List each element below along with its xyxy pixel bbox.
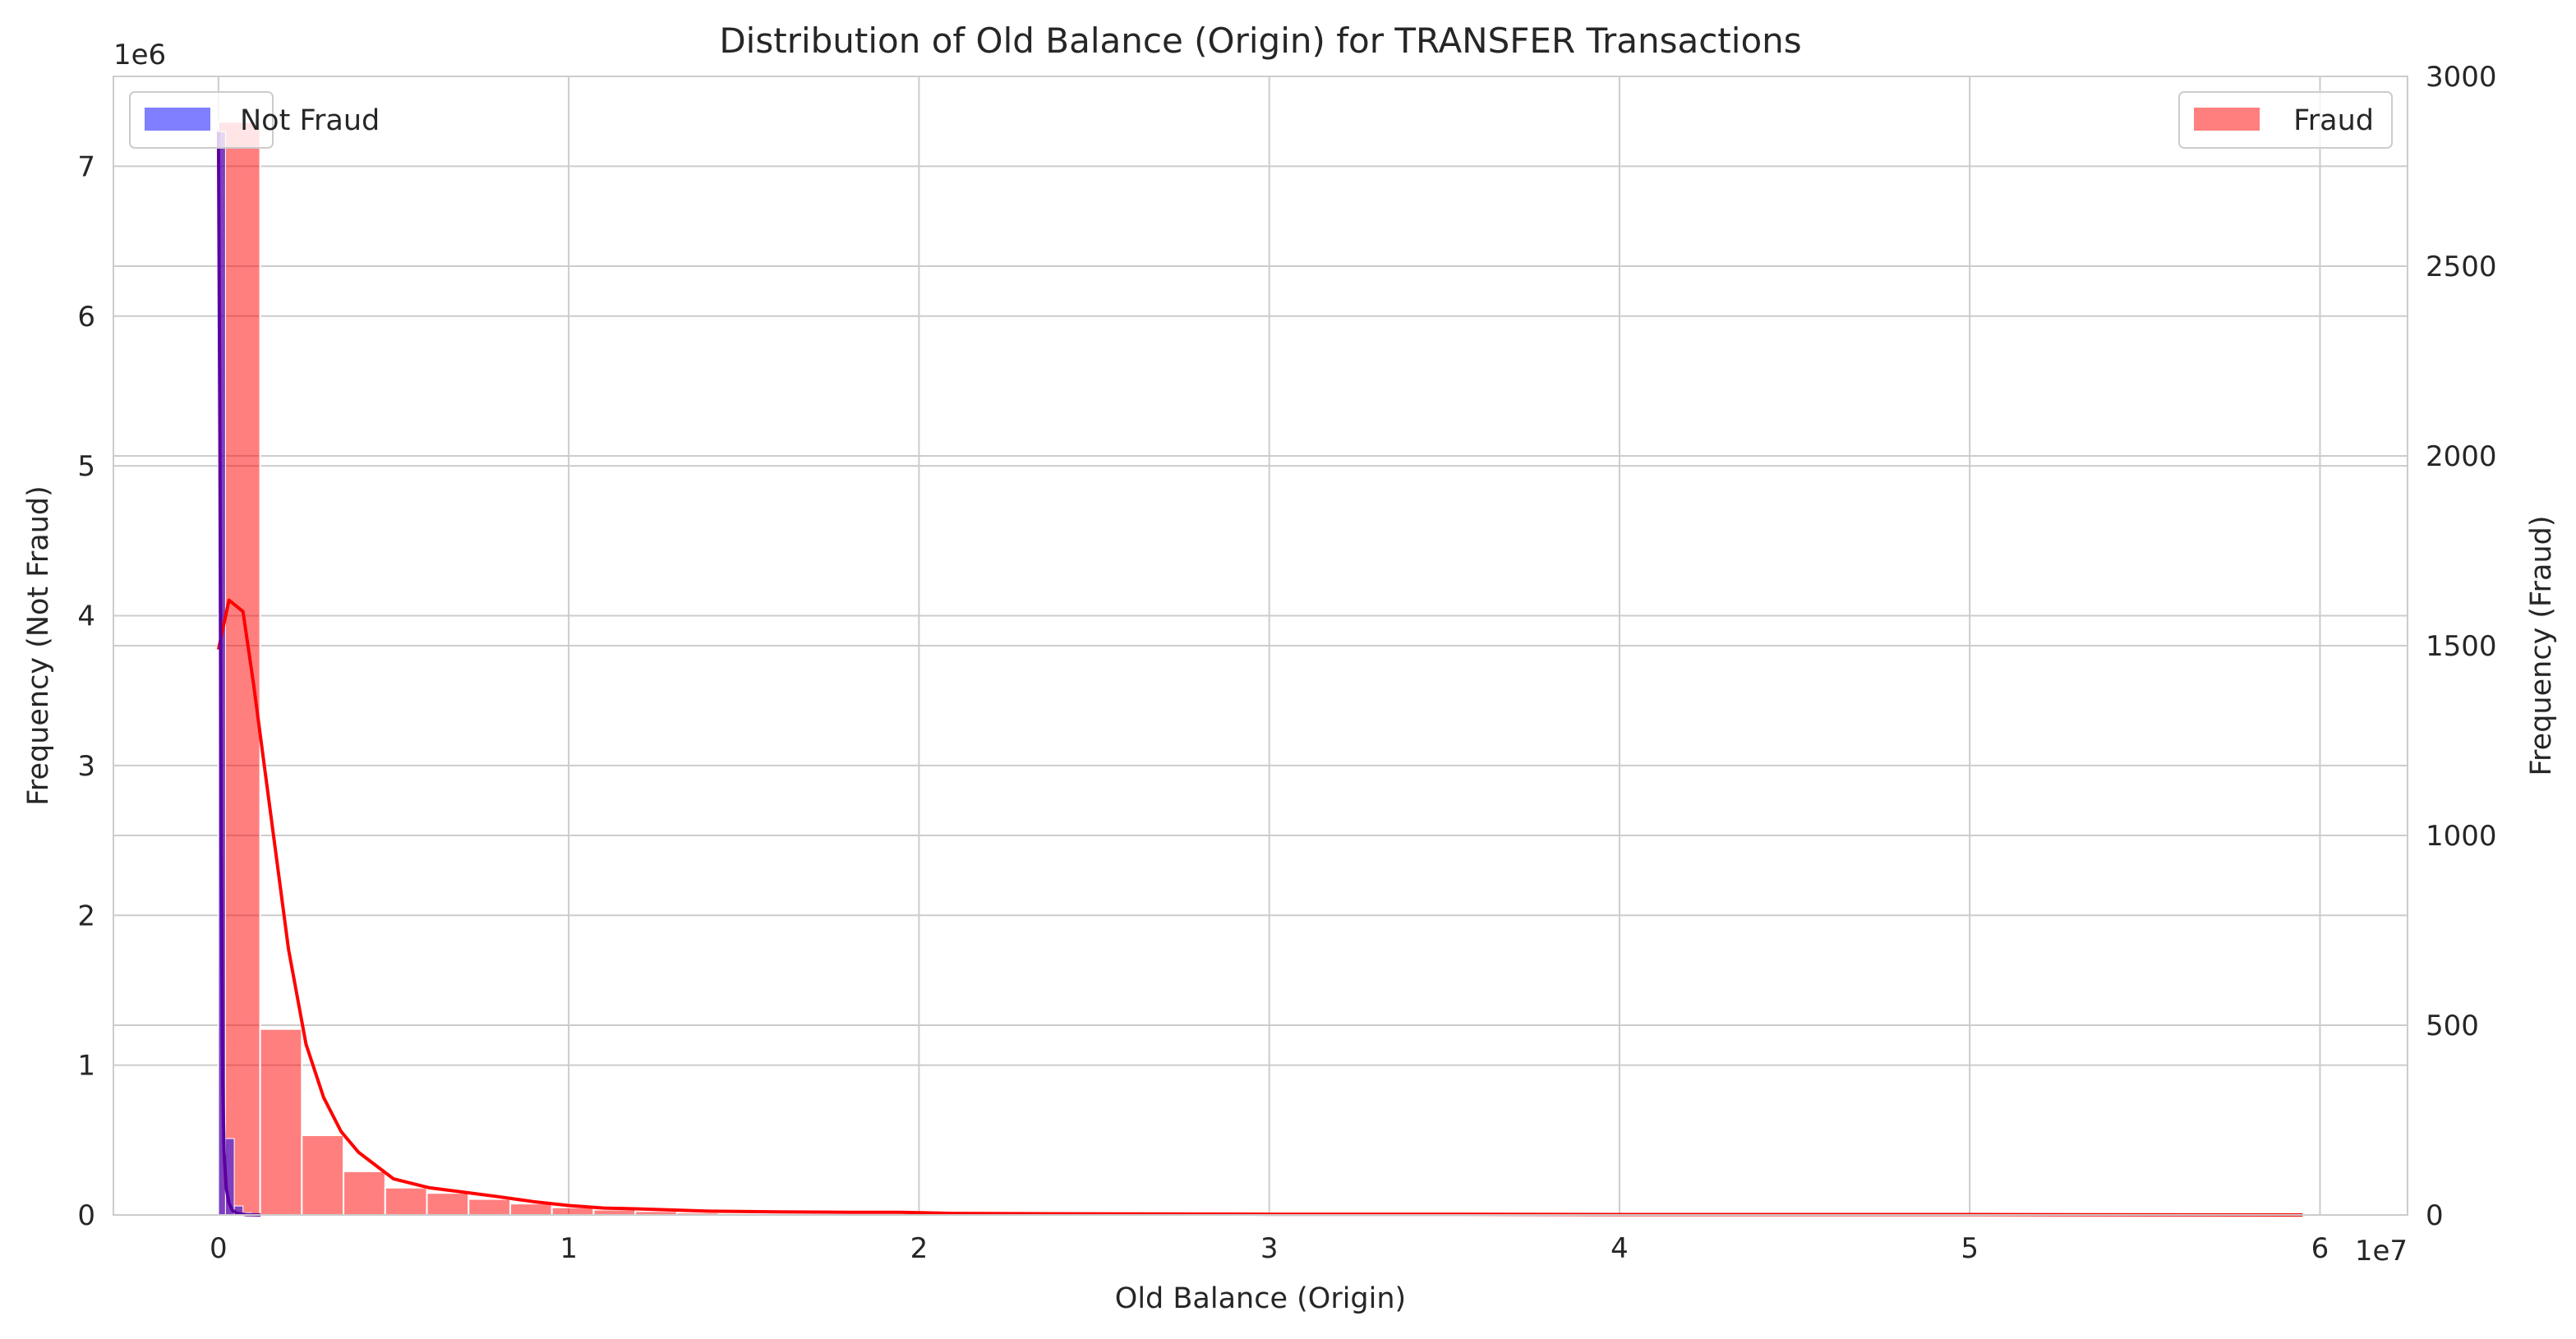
y-right-tick-label: 2500 (2426, 251, 2497, 283)
bar-fraud (259, 1028, 303, 1216)
legend-fraud-swatch (2194, 108, 2260, 131)
y-left-tick-label: 4 (77, 600, 95, 633)
y-right-tick-label: 1500 (2426, 630, 2497, 663)
y-left-tick-label: 5 (77, 450, 95, 483)
y-left-axis-offset-text: 1e6 (113, 39, 166, 71)
x-tick-label: 3 (1260, 1232, 1279, 1265)
y-left-axis-ticks: 0 1 2 3 4 5 6 7 (77, 150, 95, 1232)
x-axis-offset-text: 1e7 (2355, 1235, 2408, 1268)
y-right-tick-label: 3000 (2426, 61, 2497, 94)
bar-fraud (384, 1186, 428, 1216)
x-tick-label: 4 (1611, 1232, 1629, 1265)
y-right-tick-label: 2000 (2426, 440, 2497, 473)
legend-not-fraud-swatch (145, 108, 210, 131)
x-axis-title: Old Balance (Origin) (1115, 1282, 1406, 1315)
y-right-tick-label: 0 (2426, 1199, 2444, 1232)
bar-fraud (426, 1192, 470, 1216)
y-left-tick-label: 6 (77, 301, 95, 334)
bar-fraud (509, 1203, 553, 1217)
y-left-tick-label: 7 (77, 150, 95, 183)
y-left-tick-label: 1 (77, 1050, 95, 1083)
x-tick-label: 5 (1961, 1232, 1979, 1265)
chart-title: Distribution of Old Balance (Origin) for… (719, 21, 1801, 61)
x-tick-label: 0 (210, 1232, 228, 1265)
y-right-axis-ticks: 0 500 1000 1500 2000 2500 3000 (2426, 61, 2497, 1232)
bar-fraud (301, 1134, 345, 1216)
x-tick-label: 1 (560, 1232, 578, 1265)
x-axis-ticks: 0 1 2 3 4 5 6 (210, 1232, 2329, 1265)
y-left-tick-label: 2 (77, 900, 95, 932)
kde-line-not-fraud (216, 131, 261, 1217)
kde-layer (216, 131, 2303, 1217)
kde-line-fraud (216, 598, 2303, 1217)
bar-fraud (468, 1198, 511, 1216)
x-tick-label: 6 (2311, 1232, 2329, 1265)
bar-fraud (343, 1170, 386, 1216)
y-left-axis-title: Frequency (Not Fraud) (22, 485, 55, 806)
y-right-axis-title: Frequency (Fraud) (2525, 515, 2558, 775)
legend-fraud-label: Fraud (2293, 104, 2374, 137)
y-left-tick-label: 0 (77, 1199, 95, 1232)
y-left-tick-label: 3 (77, 750, 95, 783)
plot-frame (113, 76, 2408, 1216)
legend-not-fraud: Not Fraud (129, 91, 380, 149)
legend-fraud: Fraud (2178, 91, 2393, 149)
y-right-tick-label: 1000 (2426, 820, 2497, 853)
legend-not-fraud-label: Not Fraud (240, 104, 380, 137)
y-right-tick-label: 500 (2426, 1010, 2479, 1042)
x-tick-label: 2 (910, 1232, 929, 1265)
